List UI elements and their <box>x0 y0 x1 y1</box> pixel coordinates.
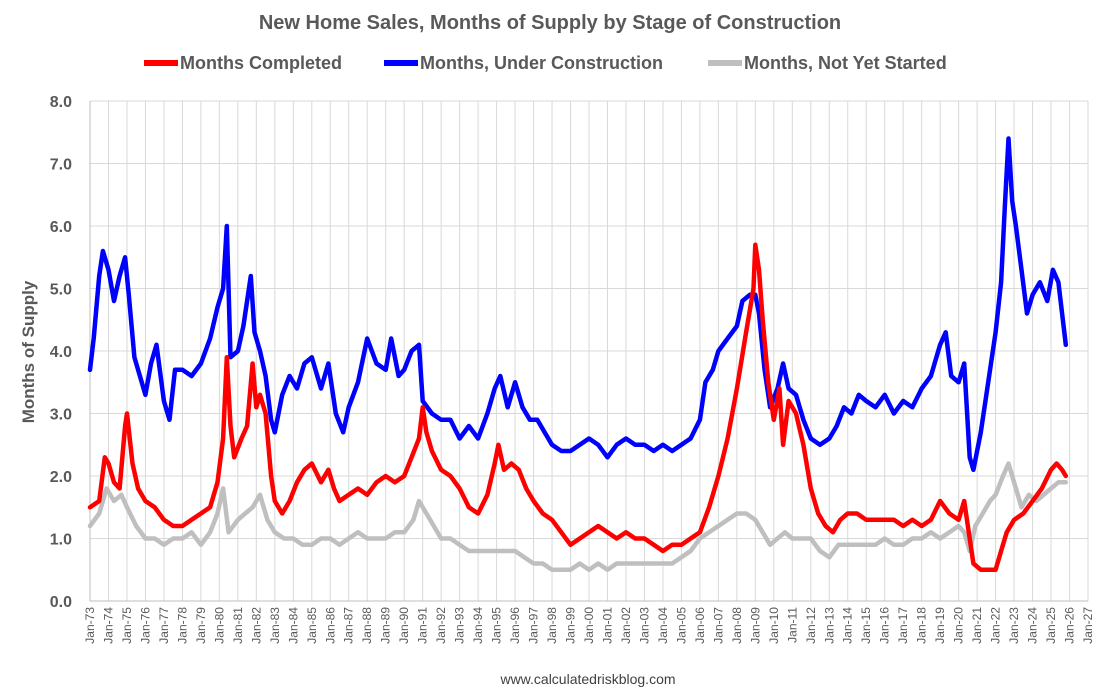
x-tick-label: Jan-03 <box>637 607 651 644</box>
x-tick-label: Jan-26 <box>1063 607 1077 644</box>
x-tick-label: Jan-86 <box>323 607 337 644</box>
x-tick-label: Jan-19 <box>933 607 947 644</box>
x-tick-label: Jan-98 <box>545 607 559 644</box>
x-tick-label: Jan-87 <box>342 607 356 644</box>
x-tick-label: Jan-04 <box>656 607 670 644</box>
y-tick-label: 0.0 <box>50 594 72 611</box>
series-line-under-construction <box>87 136 1069 473</box>
x-tick-label: Jan-22 <box>989 607 1003 644</box>
y-tick-label: 8.0 <box>50 94 72 111</box>
x-tick-label: Jan-23 <box>1007 607 1021 644</box>
y-tick-label: 4.0 <box>50 344 72 361</box>
x-tick-label: Jan-83 <box>268 607 282 644</box>
x-tick-label: Jan-06 <box>693 607 707 644</box>
x-tick-label: Jan-27 <box>1081 607 1095 644</box>
x-tick-label: Jan-80 <box>212 607 226 644</box>
x-tick-label: Jan-93 <box>453 607 467 644</box>
x-tick-label: Jan-24 <box>1026 607 1040 644</box>
x-tick-label: Jan-17 <box>896 607 910 644</box>
legend: Months Completed Months, Under Construct… <box>144 53 947 73</box>
y-tick-label: 2.0 <box>50 469 72 486</box>
x-tick-label: Jan-75 <box>120 607 134 644</box>
x-tick-label: Jan-77 <box>157 607 171 644</box>
x-tick-label: Jan-97 <box>527 607 541 644</box>
x-tick-label: Jan-91 <box>416 607 430 644</box>
x-tick-label: Jan-76 <box>138 607 152 644</box>
x-tick-label: Jan-85 <box>305 607 319 644</box>
source-credit: www.calculatedriskblog.com <box>499 671 675 687</box>
x-tick-label: Jan-84 <box>286 607 300 644</box>
x-tick-label: Jan-09 <box>748 607 762 644</box>
y-tick-label: 7.0 <box>50 157 72 174</box>
x-tick-label: Jan-81 <box>231 607 245 644</box>
legend-label-under-construction: Months, Under Construction <box>420 53 663 73</box>
x-tick-label: Jan-00 <box>582 607 596 644</box>
x-tick-label: Jan-01 <box>600 607 614 644</box>
series-line-not-yet-started <box>87 461 1069 573</box>
x-tick-label: Jan-95 <box>490 607 504 644</box>
y-tick-label: 3.0 <box>50 407 72 424</box>
x-tick-label: Jan-10 <box>767 607 781 644</box>
x-tick-label: Jan-16 <box>878 607 892 644</box>
y-tick-label: 6.0 <box>50 219 72 236</box>
x-tick-label: Jan-78 <box>175 607 189 644</box>
x-tick-label: Jan-89 <box>379 607 393 644</box>
x-tick-label: Jan-88 <box>360 607 374 644</box>
y-tick-label: 5.0 <box>50 282 72 299</box>
series-lines <box>87 136 1069 573</box>
x-tick-label: Jan-13 <box>822 607 836 644</box>
y-axis-ticks: 0.0 1.0 2.0 3.0 4.0 5.0 6.0 7.0 8.0 <box>50 94 72 611</box>
x-tick-label: Jan-82 <box>249 607 263 644</box>
y-axis-label: Months of Supply <box>19 280 38 423</box>
x-tick-label: Jan-11 <box>785 607 799 643</box>
chart-title: New Home Sales, Months of Supply by Stag… <box>259 12 841 34</box>
legend-label-not-yet-started: Months, Not Yet Started <box>744 53 947 73</box>
x-tick-label: Jan-08 <box>730 607 744 644</box>
x-tick-label: Jan-12 <box>804 607 818 644</box>
x-tick-label: Jan-73 <box>83 607 97 644</box>
x-tick-label: Jan-25 <box>1044 607 1058 644</box>
x-tick-label: Jan-14 <box>841 607 855 644</box>
x-tick-label: Jan-20 <box>952 607 966 644</box>
x-tick-label: Jan-05 <box>674 607 688 644</box>
x-tick-label: Jan-15 <box>859 607 873 644</box>
series-line-completed <box>87 242 1069 573</box>
y-tick-label: 1.0 <box>50 532 72 549</box>
x-tick-label: Jan-18 <box>915 607 929 644</box>
x-axis-ticks: Jan-73 Jan-74 Jan-75 Jan-76 Jan-77 Jan-78 Jan-… <box>83 607 1095 644</box>
x-tick-label: Jan-02 <box>619 607 633 644</box>
legend-label-completed: Months Completed <box>180 53 342 73</box>
x-tick-label: Jan-07 <box>711 607 725 644</box>
x-tick-label: Jan-21 <box>970 607 984 644</box>
x-tick-label: Jan-79 <box>194 607 208 644</box>
x-tick-label: Jan-99 <box>564 607 578 644</box>
x-tick-label: Jan-96 <box>508 607 522 644</box>
x-tick-label: Jan-90 <box>397 607 411 644</box>
x-tick-label: Jan-92 <box>434 607 448 644</box>
x-tick-label: Jan-74 <box>101 607 115 644</box>
x-tick-label: Jan-94 <box>471 607 485 644</box>
